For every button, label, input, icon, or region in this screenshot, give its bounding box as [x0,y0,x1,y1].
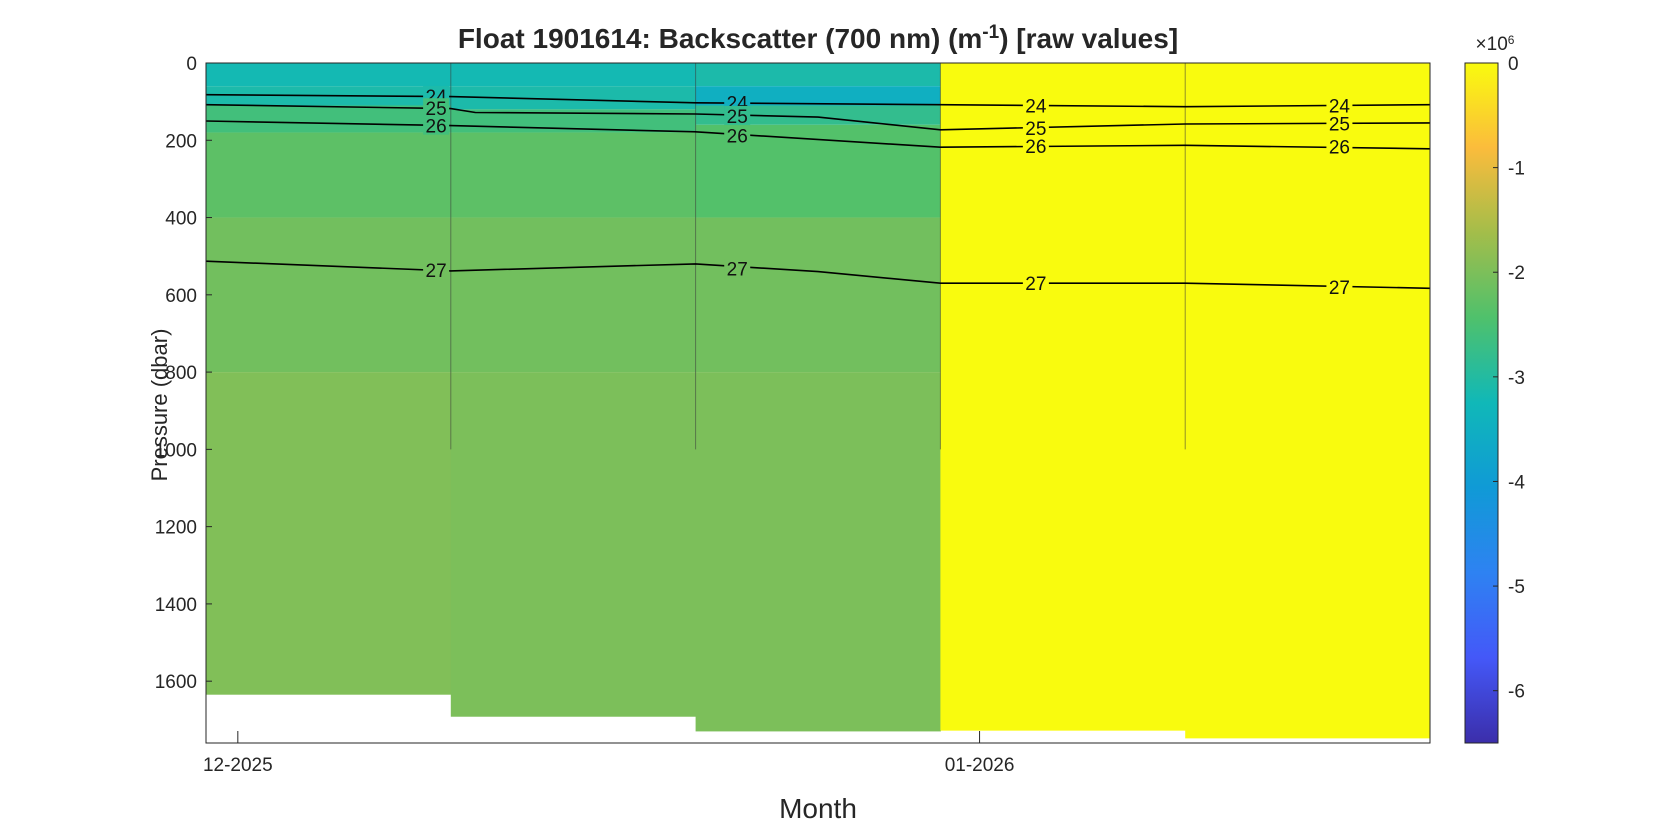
contour-label-background [724,258,751,278]
y-tick-label: 800 [165,363,197,384]
x-axis-label: Month [779,793,857,824]
contour-label-background [1326,113,1353,133]
contour-line-27 [205,260,1431,290]
colorbar-tick-label: -4 [1508,472,1525,493]
x-tick-label: 01-2026 [945,755,1015,776]
contour-label-27: 27 [1329,278,1350,299]
contour-label-background [423,260,450,280]
colorbar-tick-label: 0 [1508,54,1519,75]
profile-1-cell [206,217,452,373]
contour-label-background [1022,117,1049,137]
contour-label-26: 26 [727,127,748,148]
contour-label-background [1022,136,1049,156]
y-tick-label: 0 [186,54,197,75]
profile-2-cell [450,86,697,110]
profile-2-cell [450,372,697,717]
contour-label-24: 24 [1025,97,1047,118]
profile-2-cell [450,63,697,87]
colorbar: 0 -1 -2 -3 -4 -5 -6 ×106 [1464,33,1525,744]
profile-3-cell [695,105,941,125]
colorbar-tick-label: -2 [1508,263,1525,284]
y-tick-label: 600 [165,286,197,307]
y-tick-label: 1200 [155,518,197,539]
profile-2-cell [450,217,697,373]
y-axis-label: Pressure (dbar) [147,329,172,482]
y-tick-label: 1400 [155,595,197,616]
profile-1-cell [206,132,452,218]
contour-label-24: 24 [1329,97,1351,118]
contour-label-25: 25 [1329,114,1350,135]
contour-label-background [423,115,450,135]
contour-label-25: 25 [727,107,748,128]
contour-label-25: 25 [1025,119,1046,140]
contour-line-25 [205,103,1431,131]
profile-1-cell [206,105,452,133]
contour-line-26 [205,120,1431,150]
profile-3-cell [695,217,941,373]
chart-title-prefix: Float 1901614: Backscatter (700 nm) (m [458,23,982,54]
chart-title: Float 1901614: Backscatter (700 nm) (m-1… [458,22,1178,54]
profile-3-cell [695,372,941,732]
contour-label-background [1022,95,1049,115]
contour-label-25: 25 [426,99,447,120]
y-tick-label: 400 [165,209,197,230]
profile-1-cell [206,372,452,695]
y-tick-label: 1600 [155,672,197,693]
contour-line-24 [205,93,1431,108]
profile-2-cell [450,132,697,218]
colorbar-multiplier-base: ×10 [1476,34,1508,55]
contour-label-background [724,125,751,145]
y-tick-label: 200 [165,131,197,152]
contour-label-26: 26 [426,117,447,138]
axes: 0 200 400 600 800 1000 1200 1400 1600 12-2025 01-2… [155,54,1431,776]
colorbar-bar [1464,62,1499,744]
plot-frame [205,62,1431,744]
profile-3-cell [695,63,941,87]
contour-label-27: 27 [426,261,447,282]
contour-label-27: 27 [727,260,748,281]
colorbar-tick-label: -6 [1508,682,1525,703]
chart-title-superscript: -1 [982,22,999,43]
colorbar-multiplier-exponent: 6 [1508,33,1515,47]
contour-label-27: 27 [1025,274,1046,295]
contour-label-26: 26 [1329,137,1350,158]
colorbar-tick-label: -3 [1508,368,1525,389]
y-tick-label: 1000 [155,440,197,461]
profile-5-cell [1185,63,1431,739]
contour-label-background [1022,273,1049,293]
colorbar-tick-label: -1 [1508,159,1525,180]
plot-area [206,63,1431,743]
contour-label-background [1326,136,1353,156]
contour-label-background [423,98,450,118]
profile-3-cell [695,86,941,106]
colorbar-tick-label: -5 [1508,577,1525,598]
chart-title-suffix: ) [raw values] [999,23,1178,54]
x-tick-label: 12-2025 [203,755,273,776]
contour-label-background [1326,95,1353,115]
profile-1-cell [206,63,452,87]
contour-label-background [724,105,751,125]
colorbar-multiplier: ×106 [1476,33,1515,55]
contour-label-background [1326,277,1353,297]
profile-4-cell [940,63,1186,731]
contour-label-26: 26 [1025,137,1046,158]
